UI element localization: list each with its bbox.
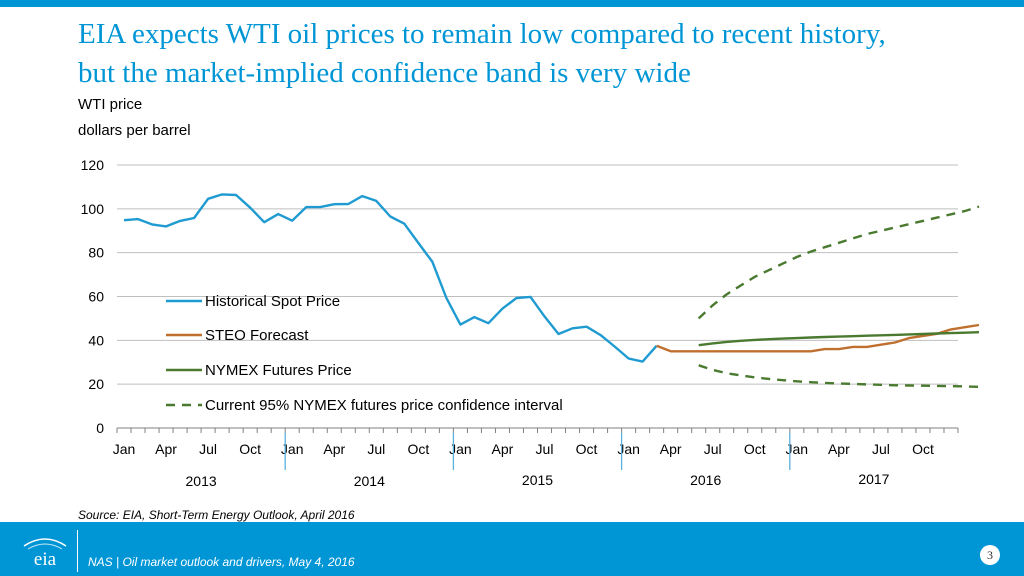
x-month-label: Oct <box>912 441 934 457</box>
legend-label: Historical Spot Price <box>205 293 340 310</box>
wti-price-chart: 0 20 40 60 80 100 120 Jan Apr Jul Oct Jan Apr Jul Oct J… <box>81 157 980 489</box>
slide-title-line-2: but the market-implied confidence band i… <box>78 57 691 89</box>
chart-subtitle-line-2: dollars per barrel <box>78 122 191 139</box>
nymex-futures-price-line <box>698 331 980 347</box>
slide-title-line-1: EIA expects WTI oil prices to remain low… <box>78 18 886 50</box>
x-year-label: 2017 <box>858 471 889 487</box>
x-month-label: Oct <box>744 441 766 457</box>
x-month-label: Jan <box>617 441 640 457</box>
x-month-label: Jul <box>536 441 554 457</box>
legend-label: STEO Forecast <box>205 327 309 344</box>
y-tick-label: 80 <box>88 245 104 261</box>
x-month-label: Jul <box>199 441 217 457</box>
y-tick-label: 120 <box>81 157 105 173</box>
x-year-label: 2014 <box>354 473 385 489</box>
historical-spot-price-line <box>123 193 658 363</box>
x-month-label: Jan <box>113 441 136 457</box>
x-year-label: 2013 <box>186 473 217 489</box>
x-month-label: Apr <box>828 441 850 457</box>
footer-divider <box>77 530 78 572</box>
confidence-interval-upper-line <box>697 205 980 320</box>
x-month-label: Jul <box>872 441 890 457</box>
top-accent-bar <box>0 0 1024 7</box>
legend-label: Current 95% NYMEX futures price confiden… <box>205 397 563 414</box>
x-year-label: 2016 <box>690 472 721 488</box>
x-month-label: Jan <box>449 441 472 457</box>
footer-bar: eia NAS | Oil market outlook and drivers… <box>0 522 1024 576</box>
x-month-label: Jul <box>704 441 722 457</box>
y-tick-label: 0 <box>96 420 104 436</box>
x-month-label: Apr <box>323 441 345 457</box>
logo-text: eia <box>34 549 57 570</box>
x-year-label: 2015 <box>522 472 553 488</box>
y-tick-label: 60 <box>88 289 104 305</box>
y-tick-label: 100 <box>81 201 105 217</box>
x-month-label: Apr <box>492 441 514 457</box>
x-month-label: Jan <box>281 441 304 457</box>
x-month-label: Apr <box>155 441 177 457</box>
steo-forecast-line <box>656 323 980 353</box>
x-month-label: Oct <box>576 441 598 457</box>
x-month-label: Jul <box>367 441 385 457</box>
x-month-label: Oct <box>239 441 261 457</box>
x-month-label: Apr <box>660 441 682 457</box>
x-month-label: Oct <box>407 441 429 457</box>
x-month-label: Jan <box>786 441 809 457</box>
eia-logo: eia <box>23 538 67 570</box>
confidence-interval-lower-line <box>698 364 980 388</box>
footer-text: NAS | Oil market outlook and drivers, Ma… <box>88 555 355 569</box>
page-number: 3 <box>980 545 1000 565</box>
source-note: Source: EIA, Short-Term Energy Outlook, … <box>78 508 355 522</box>
chart-subtitle-line-1: WTI price <box>78 96 143 113</box>
legend-label: NYMEX Futures Price <box>205 362 352 379</box>
y-tick-label: 20 <box>88 376 104 392</box>
y-tick-label: 40 <box>88 332 104 348</box>
